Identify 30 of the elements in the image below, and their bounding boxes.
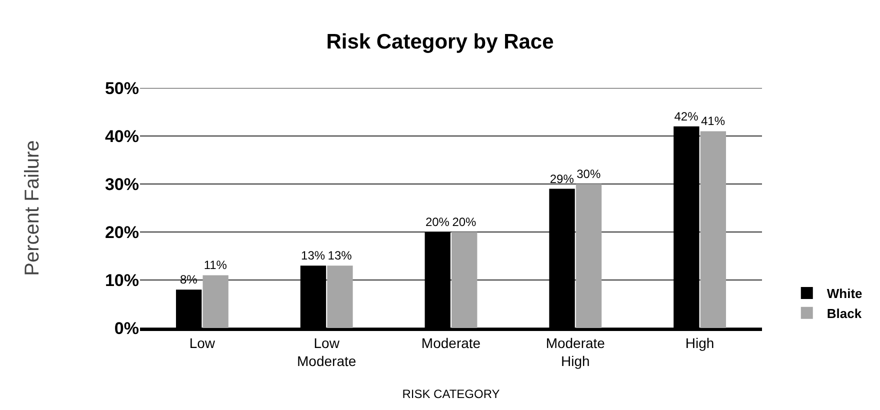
y-axis-title: Percent Failure [21,140,44,276]
chart-title: Risk Category by Race [326,30,554,54]
bar [576,184,602,328]
data-label: 30% [576,167,601,181]
data-label: 41% [700,114,726,128]
data-label: 11% [204,258,228,272]
y-tick-label: 50% [104,78,139,98]
data-label: 13% [328,248,352,263]
x-tick-label: Moderate [421,334,481,351]
bar [202,275,228,328]
legend-label: White [826,286,862,302]
x-axis-title: RISK CATEGORY [402,386,500,401]
data-label: 20% [425,215,450,229]
y-tick-label: 40% [104,126,139,146]
y-tick-label: 0% [114,318,139,338]
bar [452,232,478,328]
data-label: 20% [452,215,477,229]
x-tick-label: High [685,334,714,351]
y-tick-label: 30% [104,174,139,194]
data-label: 42% [674,109,699,124]
x-tick-label: Low [189,334,216,351]
x-tick-label: Moderate High [546,334,606,369]
bar [327,266,353,328]
y-tick-label: 10% [104,270,139,290]
data-label: 13% [301,248,326,263]
legend-label: Black [826,306,862,321]
data-label: 29% [550,172,574,186]
bar [700,131,726,328]
y-tick-label: 20% [104,222,139,242]
x-tick-label: Low Moderate [297,334,356,369]
